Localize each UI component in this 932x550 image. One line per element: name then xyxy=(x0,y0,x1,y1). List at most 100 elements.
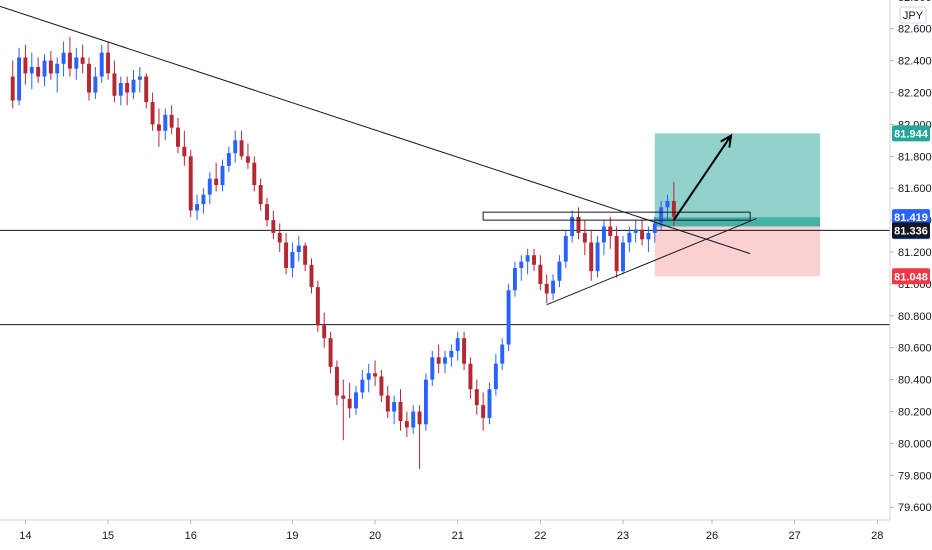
candle xyxy=(258,178,263,211)
candle-body xyxy=(55,63,60,74)
candle xyxy=(474,379,479,415)
candle-body xyxy=(87,63,91,93)
candle xyxy=(176,118,180,154)
candle-body xyxy=(271,220,276,233)
candle xyxy=(125,76,130,106)
candle-body xyxy=(176,127,180,147)
candle xyxy=(207,172,212,205)
candle-body xyxy=(265,204,269,221)
candle-body xyxy=(36,66,41,77)
candle xyxy=(512,261,517,297)
x-tick-label: 28 xyxy=(871,530,883,542)
level-price-badge[interactable]: 81.336 xyxy=(892,222,930,239)
trendline-0[interactable] xyxy=(0,5,751,255)
candle xyxy=(252,156,257,192)
candle-body xyxy=(233,140,238,154)
candle-body xyxy=(42,60,47,77)
candle-body xyxy=(506,290,511,345)
y-axis-ticks[interactable]: 79.600 79.800 80.000 80.200 80.400 80.600 80.8… xyxy=(890,0,932,514)
candle-body xyxy=(474,389,479,406)
x-tick-label: 14 xyxy=(19,530,31,542)
candle-body xyxy=(455,338,460,351)
candle xyxy=(360,370,365,399)
candle-body xyxy=(29,66,34,74)
stop-zone[interactable] xyxy=(654,226,821,277)
candle xyxy=(201,188,206,214)
candle-body xyxy=(74,57,79,69)
candle xyxy=(436,344,441,374)
candle-body xyxy=(449,350,454,358)
target-arrow[interactable] xyxy=(673,135,732,221)
target-price-badge[interactable]: 81.944 xyxy=(892,125,930,142)
candle-body xyxy=(17,57,22,101)
entry-band xyxy=(654,217,821,227)
y-tick-label: 81.800 xyxy=(898,151,932,163)
candle xyxy=(188,149,193,217)
candle-body xyxy=(315,287,320,326)
candle xyxy=(239,130,244,160)
candle-body xyxy=(576,216,581,233)
candle-body xyxy=(67,52,72,69)
candle-body xyxy=(665,200,670,208)
resistance-box[interactable] xyxy=(482,211,751,221)
stop-price-badge-text: 81.048 xyxy=(894,271,928,283)
candle xyxy=(233,130,238,163)
candle-body xyxy=(125,82,130,93)
candle-body xyxy=(538,264,543,284)
candle xyxy=(48,51,53,80)
y-tick-label: 79.600 xyxy=(898,502,932,514)
candle xyxy=(570,210,575,243)
candle xyxy=(373,360,378,387)
candle-body xyxy=(532,255,536,265)
candle-body xyxy=(671,200,676,217)
y-tick-label: 80.600 xyxy=(898,343,932,355)
candle xyxy=(226,146,231,173)
candle-body xyxy=(608,226,613,237)
candle xyxy=(538,255,543,291)
candle xyxy=(640,220,645,246)
candle-body xyxy=(646,232,651,240)
candle xyxy=(614,226,619,278)
currency-label-box xyxy=(899,6,927,24)
candle xyxy=(169,105,174,134)
trendline-1[interactable] xyxy=(546,218,757,306)
candle xyxy=(576,207,581,240)
candle-body xyxy=(207,178,212,195)
candle-body xyxy=(544,283,549,294)
candle-body xyxy=(106,52,111,74)
y-tick-label: 80.400 xyxy=(898,375,932,387)
candle-body xyxy=(392,401,397,412)
candle xyxy=(118,76,123,106)
candle-body xyxy=(652,223,657,233)
candle xyxy=(468,357,473,399)
x-axis-ticks[interactable]: 14 15 16 19 20 21 22 23 26 27 28 xyxy=(19,520,883,542)
candle xyxy=(601,220,606,256)
candle-body xyxy=(481,405,486,418)
currency-label[interactable]: JPY xyxy=(899,6,927,24)
x-tick-label: 16 xyxy=(185,530,197,542)
x-tick-label: 21 xyxy=(452,530,464,542)
candle xyxy=(385,386,390,418)
candle xyxy=(61,41,66,77)
candle xyxy=(665,194,670,221)
candle-body xyxy=(500,344,505,364)
target-zone[interactable] xyxy=(654,133,821,218)
level-price-badge-box xyxy=(892,222,930,239)
candle-body xyxy=(131,79,136,93)
position-zones xyxy=(654,133,821,277)
y-tick-label: 82.400 xyxy=(898,56,932,68)
candle xyxy=(112,60,117,103)
candle xyxy=(423,373,428,431)
y-tick-label: 82.600 xyxy=(898,24,932,36)
candle-body xyxy=(214,178,219,186)
candle xyxy=(411,405,416,434)
candle-body xyxy=(245,156,250,163)
stop-price-badge[interactable]: 81.048 xyxy=(892,268,930,285)
candle xyxy=(366,363,371,393)
candle-body xyxy=(360,379,365,393)
candle-body xyxy=(462,338,467,364)
candle-body xyxy=(601,226,606,243)
candle-body xyxy=(201,194,206,205)
